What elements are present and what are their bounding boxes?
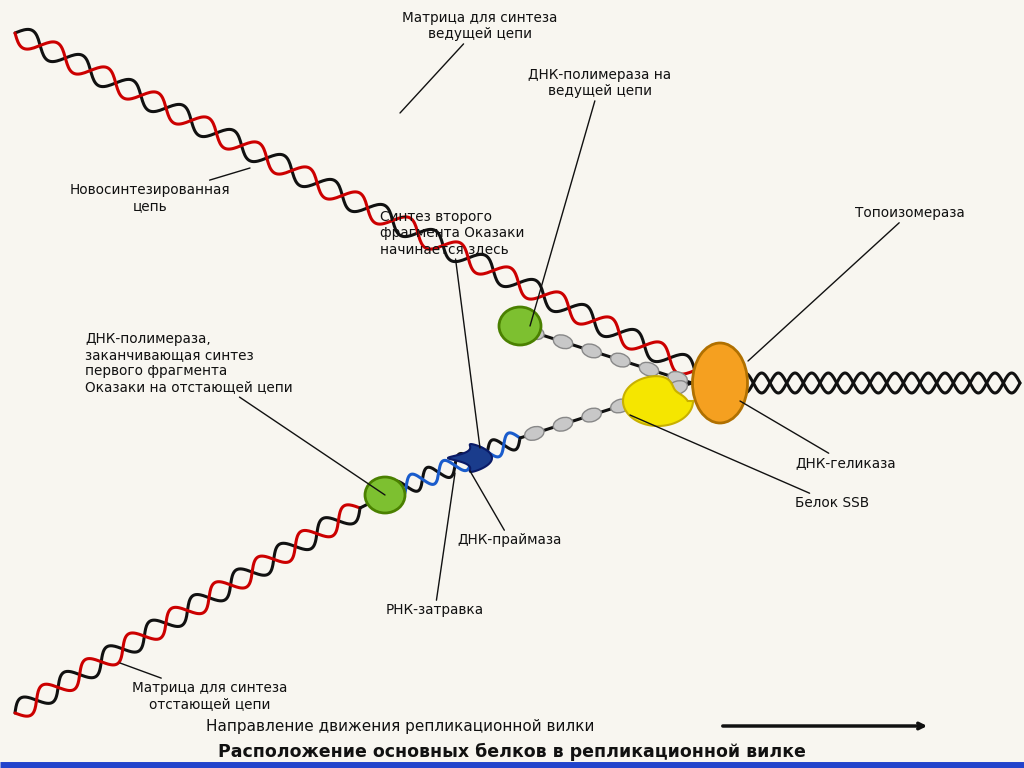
Ellipse shape [668, 372, 687, 386]
Text: Синтез второго
фрагмента Оказаки
начинается здесь: Синтез второго фрагмента Оказаки начинае… [380, 210, 524, 448]
Polygon shape [449, 444, 492, 472]
Ellipse shape [639, 362, 658, 376]
Ellipse shape [582, 344, 601, 358]
Text: Матрица для синтеза
ведущей цепи: Матрица для синтеза ведущей цепи [400, 11, 558, 113]
Ellipse shape [610, 353, 630, 367]
Ellipse shape [610, 399, 630, 413]
Text: РНК-затравка: РНК-затравка [386, 473, 484, 617]
Ellipse shape [524, 326, 544, 339]
Text: ДНК-геликаза: ДНК-геликаза [740, 401, 896, 470]
Text: Белок SSB: Белок SSB [630, 415, 869, 510]
Ellipse shape [668, 381, 687, 395]
Text: ДНК-полимераза на
ведущей цепи: ДНК-полимераза на ведущей цепи [528, 68, 672, 326]
Text: Топоизомераза: Топоизомераза [748, 206, 965, 361]
Text: ДНК-полимераза,
заканчивающая синтез
первого фрагмента
Оказаки на отстающей цепи: ДНК-полимераза, заканчивающая синтез пер… [85, 332, 385, 495]
Ellipse shape [553, 417, 572, 431]
Ellipse shape [553, 335, 572, 349]
Text: ДНК-праймаза: ДНК-праймаза [458, 471, 562, 547]
Text: Новосинтезированная
цепь: Новосинтезированная цепь [70, 168, 250, 213]
Text: Расположение основных белков в репликационной вилке: Расположение основных белков в репликаци… [218, 743, 806, 761]
Ellipse shape [499, 307, 541, 345]
Ellipse shape [365, 477, 406, 513]
Ellipse shape [639, 390, 658, 404]
Text: Направление движения репликационной вилки: Направление движения репликационной вилк… [206, 719, 594, 733]
Ellipse shape [524, 426, 544, 440]
Ellipse shape [582, 408, 601, 422]
Text: Матрица для синтеза
отстающей цепи: Матрица для синтеза отстающей цепи [120, 663, 288, 711]
Ellipse shape [692, 343, 748, 423]
Polygon shape [623, 376, 693, 426]
